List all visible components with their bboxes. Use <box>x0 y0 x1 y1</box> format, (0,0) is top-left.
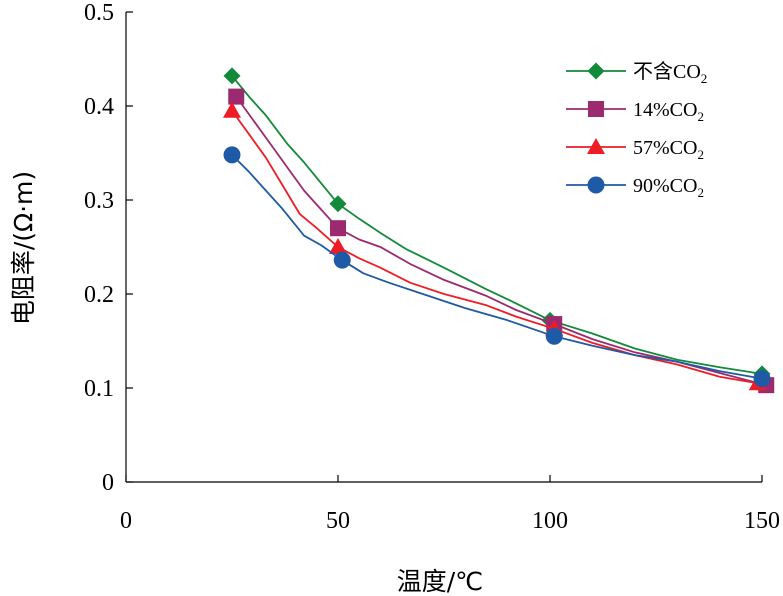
x-tick-label: 100 <box>532 508 568 534</box>
legend-label-subscript: 2 <box>697 147 704 162</box>
x-tick-label: 50 <box>326 508 350 534</box>
legend-label: 不含CO2 <box>633 60 707 86</box>
series-2 <box>228 88 775 394</box>
legend-item: 14%CO2 <box>566 99 704 124</box>
x-tick-label: 150 <box>744 508 780 534</box>
data-point-circle <box>333 251 351 269</box>
y-tick-label: 0.5 <box>84 0 114 26</box>
series-line <box>235 96 767 387</box>
series-layer <box>223 67 775 394</box>
legend-label-main: 14%CO <box>633 99 697 121</box>
data-point-circle <box>223 146 241 164</box>
series-4 <box>223 146 771 388</box>
legend-label-main: 90%CO <box>633 175 697 197</box>
y-tick-label: 0.1 <box>84 376 114 402</box>
data-point-square <box>330 220 346 237</box>
data-point-circle <box>545 327 563 345</box>
legend-label-subscript: 2 <box>697 109 704 124</box>
data-point-triangle <box>329 238 347 254</box>
legend-marker-diamond <box>587 62 605 80</box>
legend-marker-circle <box>587 176 605 194</box>
legend-label: 14%CO2 <box>633 99 704 124</box>
series-line <box>231 75 763 375</box>
legend-item: 90%CO2 <box>566 175 704 200</box>
data-point-circle <box>753 370 771 388</box>
legend-label-subscript: 2 <box>697 185 704 200</box>
legend-label-main: 不含CO <box>633 60 701 83</box>
x-axis-title: 温度/℃ <box>397 567 484 596</box>
legend-item: 不含CO2 <box>566 60 707 86</box>
y-tick-label: 0 <box>102 470 114 496</box>
x-tick-label: 0 <box>120 508 132 534</box>
legend-label: 57%CO2 <box>633 137 704 162</box>
legend-label-main: 57%CO <box>633 137 697 159</box>
data-point-square <box>228 88 245 105</box>
legend-item: 57%CO2 <box>566 137 704 162</box>
y-tick-label: 0.2 <box>84 282 114 308</box>
legend-marker-triangle <box>587 138 605 154</box>
series-line <box>231 154 763 380</box>
y-tick-label: 0.4 <box>84 94 114 120</box>
axes: 0 0.1 0.2 0.3 0.4 0.5 0 50 100 150 <box>84 0 780 534</box>
data-point-triangle <box>223 101 241 118</box>
y-tick-label: 0.3 <box>84 188 114 214</box>
legend-marker-square <box>588 101 604 117</box>
legend-label-subscript: 2 <box>701 71 708 86</box>
legend-label: 90%CO2 <box>633 175 704 200</box>
data-point-diamond <box>223 67 241 85</box>
data-point-diamond <box>329 195 347 213</box>
y-axis-title: 电阻率/(Ω·m) <box>9 171 38 325</box>
